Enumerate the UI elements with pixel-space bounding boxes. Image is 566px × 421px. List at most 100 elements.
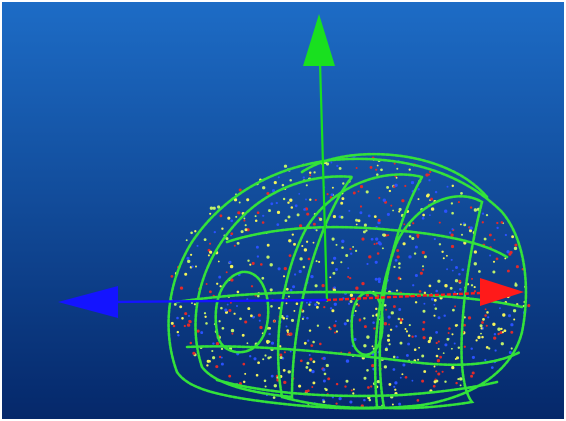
cloud-point [259,263,263,266]
cloud-point [473,286,476,289]
cloud-point [340,215,344,219]
cloud-point [377,277,381,281]
cloud-point [435,331,438,334]
cloud-point [495,257,499,261]
z-axis[interactable] [58,286,328,318]
cloud-point [482,318,485,321]
cloud-point [172,324,176,328]
cloud-point [298,193,301,195]
cloud-point [294,204,298,208]
cloud-point [450,202,454,205]
cloud-point [211,349,214,353]
x-axis[interactable] [326,278,524,306]
cloud-point [512,309,517,313]
cloud-point [481,335,484,339]
cloud-point [508,351,512,354]
cloud-point [347,302,351,305]
cloud-point [283,164,288,168]
cloud-point [333,286,336,290]
cloud-point [212,206,216,210]
cloud-point [412,222,415,225]
cloud-point [456,356,459,360]
y-axis[interactable] [303,14,335,303]
cloud-point [285,325,288,328]
cloud-point [477,335,481,339]
cloud-point [457,378,460,381]
cloud-point [430,297,434,301]
cloud-point [363,398,366,402]
cloud-point [293,273,297,276]
cloud-point [349,293,354,297]
cloud-point [196,244,199,247]
cloud-point [249,263,252,266]
cloud-point [418,346,421,349]
cloud-point [436,359,441,363]
cloud-point [392,368,396,371]
cloud-point [268,340,271,343]
cloud-point [225,271,228,274]
cloud-point [429,170,432,174]
cloud-point [310,344,314,347]
cloud-point [421,250,425,255]
cloud-point [341,239,345,243]
cloud-point [437,347,440,350]
cloud-point [177,334,180,337]
cloud-point [435,341,438,345]
cloud-point [212,356,216,360]
cloud-point [507,314,512,318]
cloud-point [373,327,376,330]
cloud-point [220,356,223,359]
cloud-point [366,369,369,372]
cloud-point [307,257,311,261]
cloud-point [451,228,454,231]
cloud-point [470,374,474,378]
cloud-point [173,302,177,306]
cloud-point [402,242,406,246]
cloud-point [307,339,310,342]
cloud-point [454,324,458,327]
cloud-point [435,289,439,293]
cloud-point [441,250,444,253]
cloud-point [405,330,408,333]
cloud-point [408,168,411,171]
cloud-point [374,260,378,264]
cloud-point [252,315,255,319]
contour-slice-1 [194,175,355,399]
cloud-point [396,167,399,170]
cloud-point [233,312,236,315]
cloud-point [221,326,225,330]
cloud-point [221,227,224,230]
cloud-point [192,351,196,355]
cloud-point [341,197,345,201]
cloud-point [428,284,432,288]
cloud-point [312,381,316,385]
cloud-point [312,222,316,226]
cloud-point [316,301,319,304]
cloud-point [404,375,408,379]
cloud-point [458,272,461,276]
cloud-point [510,323,514,327]
cloud-point [423,302,426,305]
cloud-point [366,262,369,266]
cloud-point [349,276,352,280]
cloud-point [444,284,448,288]
cloud-point [468,229,473,233]
cloud-point [417,358,420,361]
cloud-point [237,211,241,215]
cloud-point [363,344,367,348]
cloud-point [375,242,378,245]
cloud-point [267,356,271,360]
cloud-point [181,317,184,320]
cloud-point [190,253,193,256]
cloud-point [282,316,286,320]
cloud-point [481,321,484,324]
cloud-point [485,324,488,327]
cloud-point [363,325,367,329]
cloud-point [388,189,392,193]
cloud-point [362,230,366,234]
cloud-point [345,359,350,363]
cloud-point [314,303,317,307]
cloud-point [377,220,381,225]
